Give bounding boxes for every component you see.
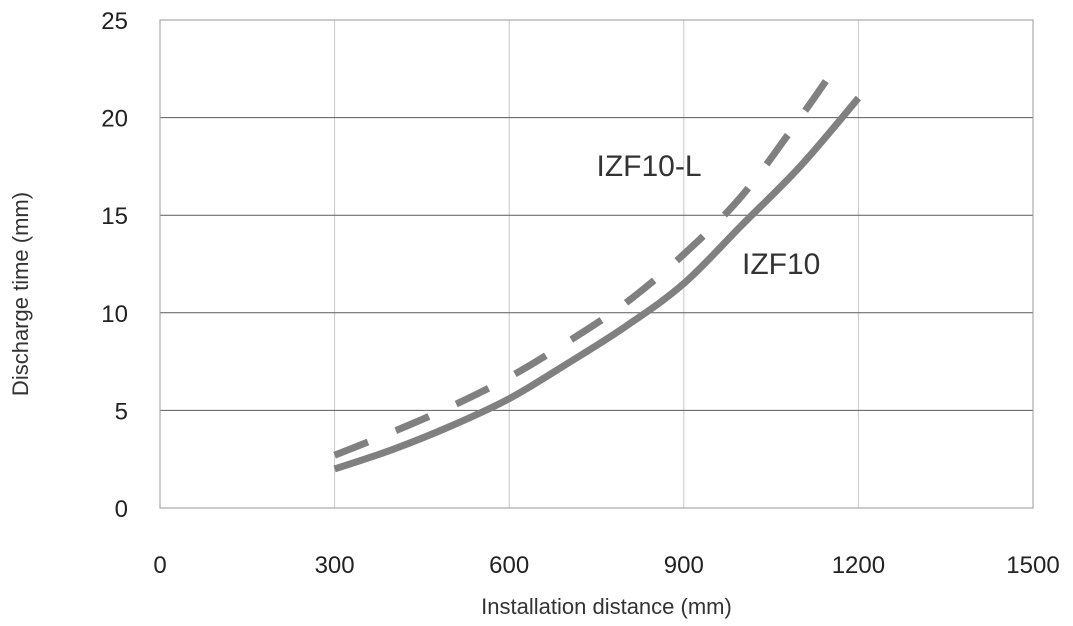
y-tick-label: 10	[101, 301, 128, 328]
series-line-izf10	[333, 95, 862, 473]
y-axis-label: Discharge time (mm)	[8, 192, 33, 396]
y-tick-label: 25	[101, 8, 128, 35]
y-tick-labels: 0 5 10 15 20 25	[101, 8, 128, 523]
y-tick-label: 20	[101, 106, 128, 133]
x-axis-label: Installation distance (mm)	[481, 594, 732, 619]
series-layer	[333, 57, 862, 473]
series-labels: IZF10 IZF10-L	[597, 150, 821, 281]
y-tick-label: 5	[115, 398, 128, 425]
x-tick-label: 900	[664, 552, 704, 579]
series-line-izf10-l	[333, 57, 844, 459]
plot-frame	[159, 19, 1034, 509]
y-tick-label: 0	[115, 496, 128, 523]
x-tick-label: 1500	[1006, 552, 1059, 579]
x-tick-label: 600	[489, 552, 529, 579]
x-tick-label: 1200	[832, 552, 885, 579]
x-tick-label: 300	[315, 552, 355, 579]
x-tick-labels: 0 300 600 900 1200 1500	[153, 552, 1059, 579]
series-label-izf10: IZF10	[742, 248, 820, 281]
grid	[160, 20, 1033, 508]
series-label-izf10-l: IZF10-L	[597, 150, 702, 183]
y-tick-label: 15	[101, 203, 128, 230]
x-tick-label: 0	[153, 552, 166, 579]
